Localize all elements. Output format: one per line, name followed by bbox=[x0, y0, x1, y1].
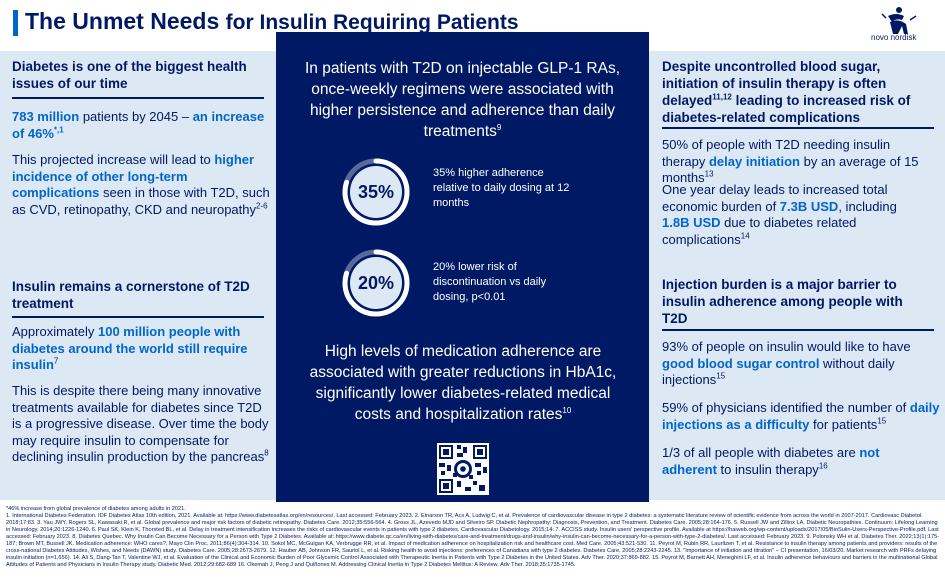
center-panel bbox=[276, 32, 649, 502]
left-s2-paragraph-2: This is despite there being many innovat… bbox=[12, 383, 269, 464]
stat-value-1: 35% bbox=[357, 182, 395, 202]
footnotes: *46% increase from global prevalence of … bbox=[6, 506, 941, 569]
stat-text-1: 35% higher adherence relative to daily d… bbox=[433, 167, 570, 209]
left-heading-1: Diabetes is one of the biggest health is… bbox=[12, 59, 247, 91]
left-s1-paragraph-1: 783 million patients by 2045 – an increa… bbox=[12, 109, 265, 141]
right-s1-paragraph-2: One year delay leads to increased total … bbox=[662, 182, 897, 247]
title-accent-bar bbox=[13, 10, 18, 36]
right-s2-paragraph-2: 59% of physicians identified the number … bbox=[662, 400, 940, 432]
references: 1. International Diabetes Federation. ID… bbox=[6, 513, 940, 568]
novo-nordisk-logo-icon bbox=[881, 7, 917, 34]
footnote-asterisk: *46% increase from global prevalence of … bbox=[6, 506, 186, 512]
right-s1-paragraph-1: 50% of people with T2D needing insulin t… bbox=[662, 137, 919, 185]
center-outro: High levels of medication adherence are … bbox=[309, 343, 617, 423]
qr-code[interactable] bbox=[437, 443, 489, 495]
center-intro: In patients with T2D on injectable GLP-1… bbox=[304, 60, 621, 140]
right-heading-2: Injection burden is a major barrier to i… bbox=[662, 277, 903, 326]
stat-value-2: 20% bbox=[357, 273, 395, 293]
right-panel bbox=[649, 51, 945, 500]
page-title: The Unmet Needs for Insulin Requiring Pa… bbox=[25, 8, 519, 35]
divider bbox=[662, 329, 934, 331]
left-heading-2: Insulin remains a cornerstone of T2D tre… bbox=[12, 279, 250, 311]
divider bbox=[12, 316, 264, 318]
divider bbox=[12, 97, 264, 99]
stat-text-2: 20% lower risk of discontinuation vs dai… bbox=[433, 261, 547, 303]
right-s2-paragraph-1: 93% of people on insulin would like to h… bbox=[662, 339, 911, 387]
logo-text: novo nordisk bbox=[871, 33, 917, 42]
divider bbox=[662, 127, 934, 129]
left-s2-paragraph-1: Approximately 100 million people with di… bbox=[12, 324, 248, 372]
left-panel bbox=[0, 51, 276, 500]
stat-ring-35 bbox=[342, 158, 410, 226]
right-heading-1: Despite uncontrolled blood sugar, initia… bbox=[662, 59, 911, 125]
qr-code-icon bbox=[437, 443, 489, 495]
left-s1-paragraph-2: This projected increase will lead to hig… bbox=[12, 152, 270, 217]
title-bold: The Unmet Needs bbox=[25, 8, 220, 34]
title-rest: for Insulin Requiring Patients bbox=[225, 11, 519, 34]
stat-ring-20 bbox=[342, 249, 410, 317]
right-s2-paragraph-3: 1/3 of all people with diabetes are not … bbox=[662, 445, 880, 477]
